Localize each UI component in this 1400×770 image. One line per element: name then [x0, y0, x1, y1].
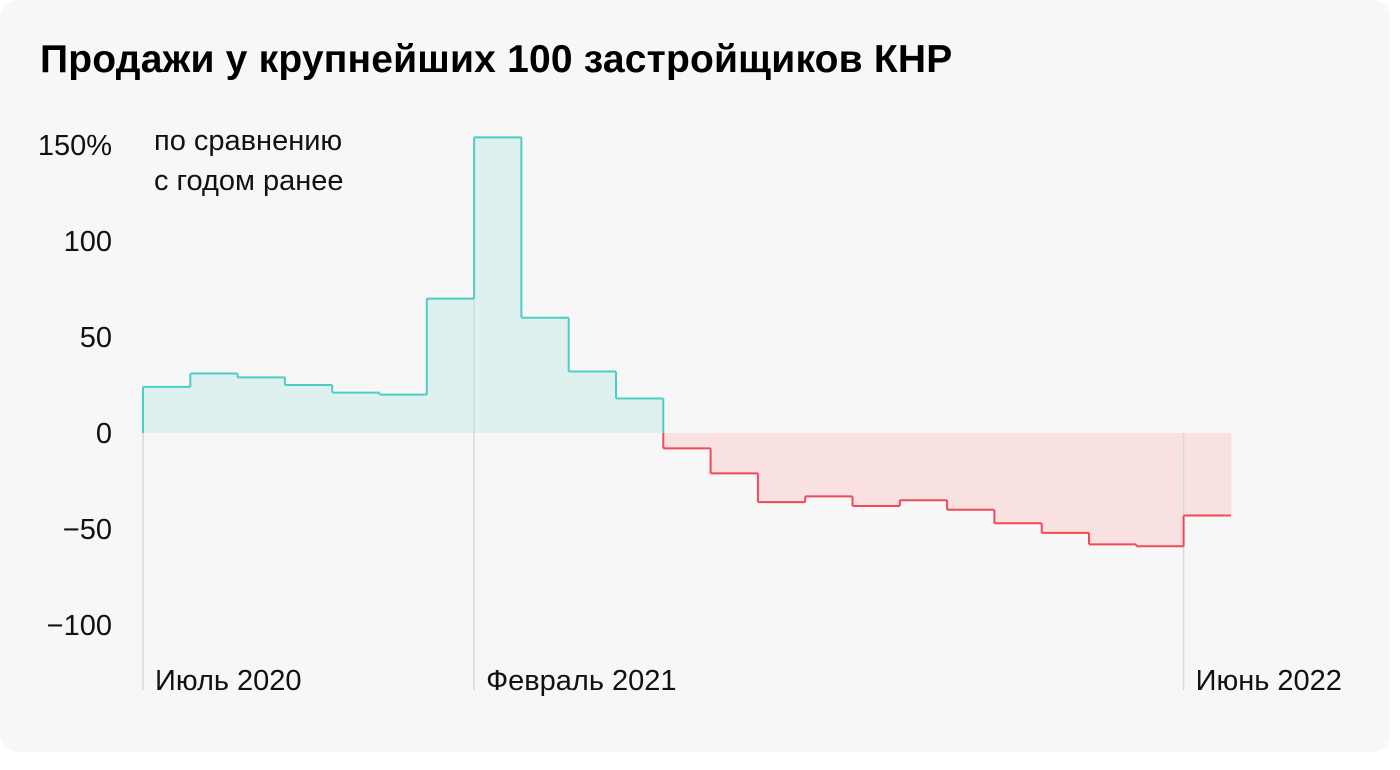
y-unit-label-line-2: с годом ранее: [154, 165, 344, 197]
area-fills: [143, 137, 1232, 547]
area-segment: [805, 433, 853, 497]
area-segment: [379, 394, 428, 433]
area-segment: [1183, 433, 1232, 516]
area-segment: [332, 392, 380, 433]
area-segment: [190, 373, 239, 433]
x-axis-labels: Июль 2020 Февраль 2021 Июнь 2022: [155, 665, 1342, 697]
area-segment: [899, 433, 948, 501]
step-lines: [142, 136, 1231, 548]
area-segment: [521, 317, 570, 433]
area-segment: [1089, 433, 1137, 545]
area-segment: [710, 433, 759, 474]
area-segment: [852, 433, 901, 506]
y-tick-label: −100: [47, 610, 112, 642]
area-segment: [474, 137, 522, 433]
chart-title: Продажи у крупнейших 100 застройщиков КН…: [40, 38, 953, 81]
area-segment: [1136, 433, 1185, 547]
y-tick-label: 150%: [38, 130, 112, 162]
y-tick-label: −50: [63, 514, 112, 546]
y-tick-label: 0: [96, 418, 112, 450]
area-segment: [663, 433, 712, 449]
y-tick-label: 50: [80, 322, 112, 354]
area-segment: [237, 377, 286, 433]
area-segment: [568, 371, 617, 433]
area-segment: [143, 386, 191, 433]
area-segment: [1041, 433, 1090, 533]
y-axis-ticks: 150% 100 50 0 −50 −100: [38, 130, 112, 642]
y-tick-label: 100: [64, 226, 112, 258]
area-segment: [426, 298, 475, 433]
x-axis-label: Июль 2020: [155, 665, 302, 697]
x-axis-label: Февраль 2021: [486, 665, 676, 697]
area-segment: [947, 433, 995, 510]
area-segment: [994, 433, 1043, 524]
y-unit-label-line-1: по сравнению: [154, 125, 342, 157]
area-segment: [757, 433, 806, 503]
area-segment: [616, 398, 664, 433]
x-axis-label: Июнь 2022: [1196, 665, 1342, 697]
area-segment: [284, 385, 333, 433]
